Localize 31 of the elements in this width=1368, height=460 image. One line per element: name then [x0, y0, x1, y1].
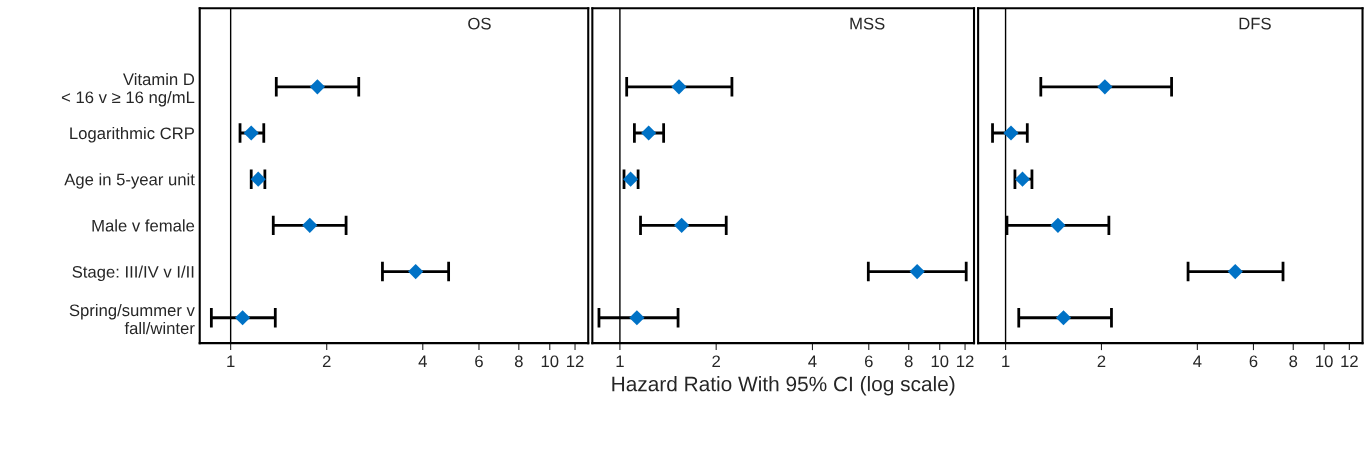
- x-tick-label: 8: [514, 355, 523, 368]
- y-tick-label: Spring/summer v fall/winter: [69, 303, 195, 335]
- y-tick-label: Logarithmic CRP: [70, 126, 194, 143]
- x-tick-label: 1: [227, 355, 235, 368]
- x-tick-label: 4: [1193, 355, 1202, 368]
- chart-title: DFS: [1239, 17, 1271, 30]
- x-tick-label: 6: [1249, 355, 1258, 368]
- y-tick-label: Male v female: [92, 219, 195, 232]
- y-tick-label: Vitamin D < 16 v ≥ 16 ng/mL: [61, 73, 195, 107]
- x-axis-title: Hazard Ratio With 95% CI (log scale): [612, 376, 955, 396]
- x-tick-label: 2: [1097, 355, 1106, 368]
- x-tick-label: 6: [475, 355, 483, 368]
- chart-title: OS: [468, 17, 491, 30]
- x-tick-label: 1: [616, 355, 624, 368]
- x-tick-label: 6: [864, 355, 873, 368]
- x-tick-label: 1: [1002, 355, 1010, 368]
- x-tick-label: 12: [567, 355, 584, 368]
- y-tick-label: Stage: III/IV v I/II: [72, 265, 194, 282]
- x-tick-label: 10: [931, 355, 949, 368]
- x-tick-label: 4: [808, 355, 817, 368]
- chart-title: MSS: [850, 17, 885, 30]
- x-tick-label: 8: [1289, 355, 1298, 368]
- x-tick-label: 12: [957, 355, 974, 368]
- x-tick-label: 2: [712, 355, 720, 368]
- y-tick-label: Age in 5-year unit: [64, 173, 195, 189]
- x-tick-label: 8: [904, 355, 913, 368]
- x-tick-label: 12: [1341, 355, 1358, 368]
- x-tick-label: 2: [322, 355, 331, 368]
- x-tick-label: 10: [541, 355, 559, 368]
- x-tick-label: 4: [418, 355, 427, 368]
- x-tick-label: 10: [1316, 355, 1333, 368]
